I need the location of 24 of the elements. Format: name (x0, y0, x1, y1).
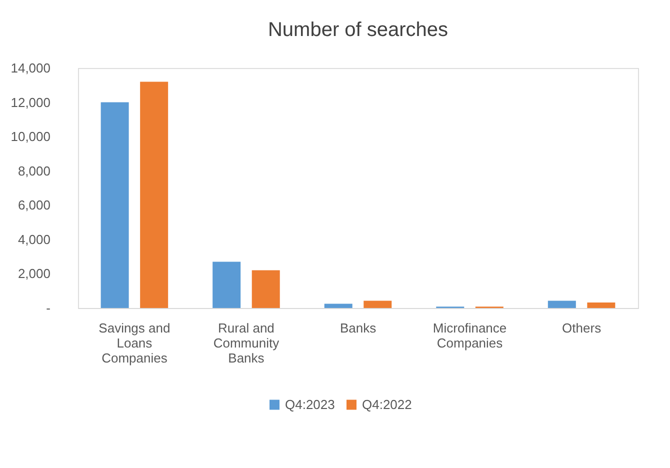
y-tick-label: 10,000 (10, 129, 50, 144)
x-tick-label: Others (562, 320, 602, 336)
bar (212, 262, 241, 308)
bar (364, 300, 392, 308)
x-tick-label: Savings and Loans Companies (98, 320, 170, 366)
y-tick-label: 6,000 (18, 198, 50, 213)
y-tick-label: 4,000 (18, 232, 50, 247)
x-tick-label: Rural and Community Banks (213, 320, 280, 366)
bar (587, 302, 616, 308)
legend-label: Q4:2023 (285, 396, 335, 412)
y-tick-label: 2,000 (18, 266, 50, 282)
x-tick-label: Banks (340, 320, 377, 336)
legend-label: Q4:2022 (362, 396, 412, 412)
y-tick-label: 12,000 (10, 94, 50, 110)
y-tick-label: - (46, 300, 50, 316)
bar (548, 300, 576, 308)
bar (140, 82, 168, 308)
bar (324, 304, 352, 308)
bar (100, 102, 129, 308)
chart-title: Number of searches (268, 19, 448, 41)
y-tick-label: 8,000 (18, 163, 50, 178)
x-tick-label: Microfinance Companies (432, 320, 507, 350)
y-tick-label: 14,000 (10, 60, 50, 76)
bar (252, 270, 280, 308)
